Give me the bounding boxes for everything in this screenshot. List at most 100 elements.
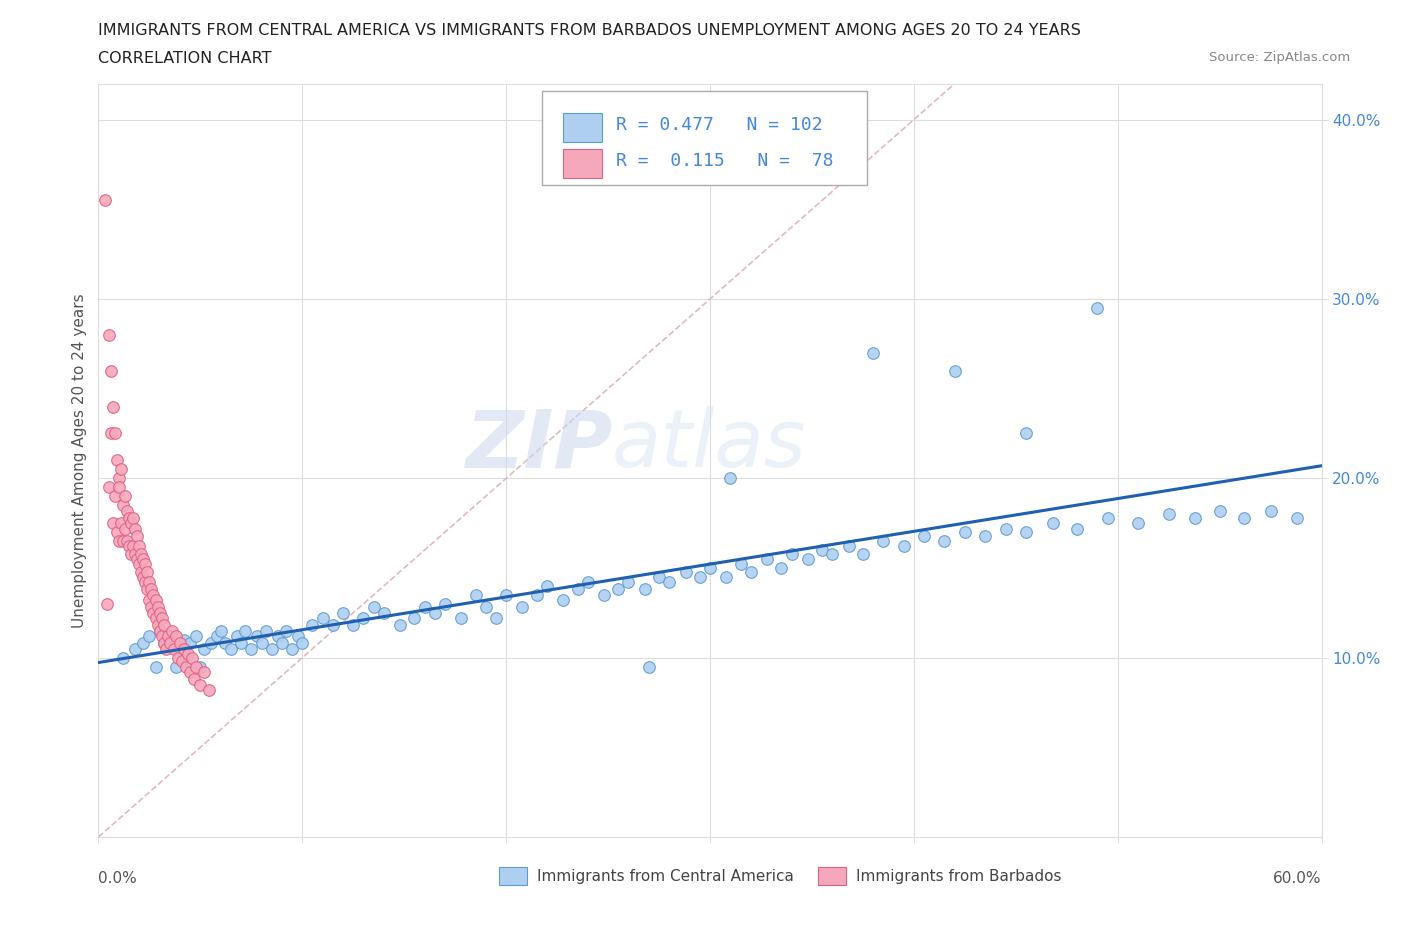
Point [974, 528, 997, 543]
Point [770, 561, 793, 576]
Point [1233, 511, 1256, 525]
Point [593, 588, 616, 603]
Point [404, 611, 426, 626]
Point [1260, 503, 1282, 518]
Point [780, 546, 803, 561]
Point [152, 636, 174, 651]
Point [1157, 507, 1180, 522]
Point [231, 636, 253, 651]
Point [872, 534, 894, 549]
Point [169, 636, 191, 651]
Point [114, 521, 136, 536]
Point [159, 636, 181, 651]
Point [512, 600, 534, 615]
Point [291, 636, 314, 651]
Point [141, 582, 163, 597]
Point [132, 636, 155, 651]
Text: CORRELATION CHART: CORRELATION CHART [98, 51, 271, 66]
Point [101, 399, 124, 414]
Point [120, 515, 142, 530]
FancyBboxPatch shape [543, 91, 866, 185]
Point [450, 611, 472, 626]
Point [200, 636, 222, 651]
Point [129, 565, 152, 579]
Point [893, 539, 915, 554]
Point [250, 636, 273, 651]
Point [132, 569, 155, 584]
Point [943, 364, 966, 379]
Point [495, 588, 517, 603]
Point [142, 605, 165, 620]
Point [301, 618, 323, 632]
Point [115, 503, 138, 518]
Point [183, 671, 205, 686]
Point [173, 632, 195, 647]
Point [485, 611, 508, 626]
Text: Source: ZipAtlas.com: Source: ZipAtlas.com [1209, 51, 1350, 64]
Point [174, 659, 197, 674]
Point [246, 629, 269, 644]
Point [617, 575, 640, 590]
Point [862, 345, 884, 360]
Point [128, 557, 150, 572]
Point [219, 642, 242, 657]
Point [152, 636, 174, 651]
Point [136, 565, 159, 579]
Point [536, 578, 558, 593]
Point [675, 565, 697, 579]
Point [1184, 511, 1206, 525]
Point [136, 582, 159, 597]
Point [634, 582, 657, 597]
Point [177, 646, 200, 661]
Point [389, 618, 412, 632]
Point [1286, 511, 1309, 525]
Point [149, 623, 172, 638]
Point [105, 453, 128, 468]
Point [464, 588, 486, 603]
Point [188, 677, 212, 692]
Point [145, 592, 167, 607]
Point [756, 551, 779, 566]
Point [145, 611, 167, 626]
Point [740, 565, 762, 579]
Point [138, 592, 160, 607]
Point [108, 480, 131, 495]
Point [110, 462, 132, 477]
Point [197, 683, 219, 698]
Text: 60.0%: 60.0% [1274, 870, 1322, 886]
Point [108, 471, 131, 485]
Point [124, 546, 146, 561]
Point [226, 629, 249, 644]
Point [637, 659, 661, 674]
Point [150, 629, 173, 644]
Point [716, 569, 738, 584]
Point [648, 569, 671, 584]
Text: Immigrants from Barbados: Immigrants from Barbados [856, 869, 1062, 883]
Point [108, 534, 131, 549]
Point [105, 525, 128, 539]
Point [312, 611, 335, 626]
Bar [564, 149, 602, 178]
Point [658, 575, 681, 590]
Point [689, 569, 711, 584]
Point [699, 561, 721, 576]
Point [160, 623, 183, 638]
Point [141, 600, 163, 615]
Point [100, 364, 122, 379]
Bar [564, 113, 602, 141]
Point [156, 629, 179, 644]
Point [186, 629, 208, 644]
Point [363, 600, 385, 615]
Point [146, 600, 169, 615]
Point [163, 642, 186, 657]
Point [152, 618, 174, 632]
Point [413, 600, 436, 615]
Text: R = 0.477   N = 102: R = 0.477 N = 102 [616, 116, 823, 134]
Point [128, 539, 150, 554]
Bar [818, 867, 846, 885]
Point [96, 596, 118, 611]
Point [474, 600, 498, 615]
Point [188, 659, 212, 674]
Point [97, 480, 120, 495]
Point [567, 582, 589, 597]
